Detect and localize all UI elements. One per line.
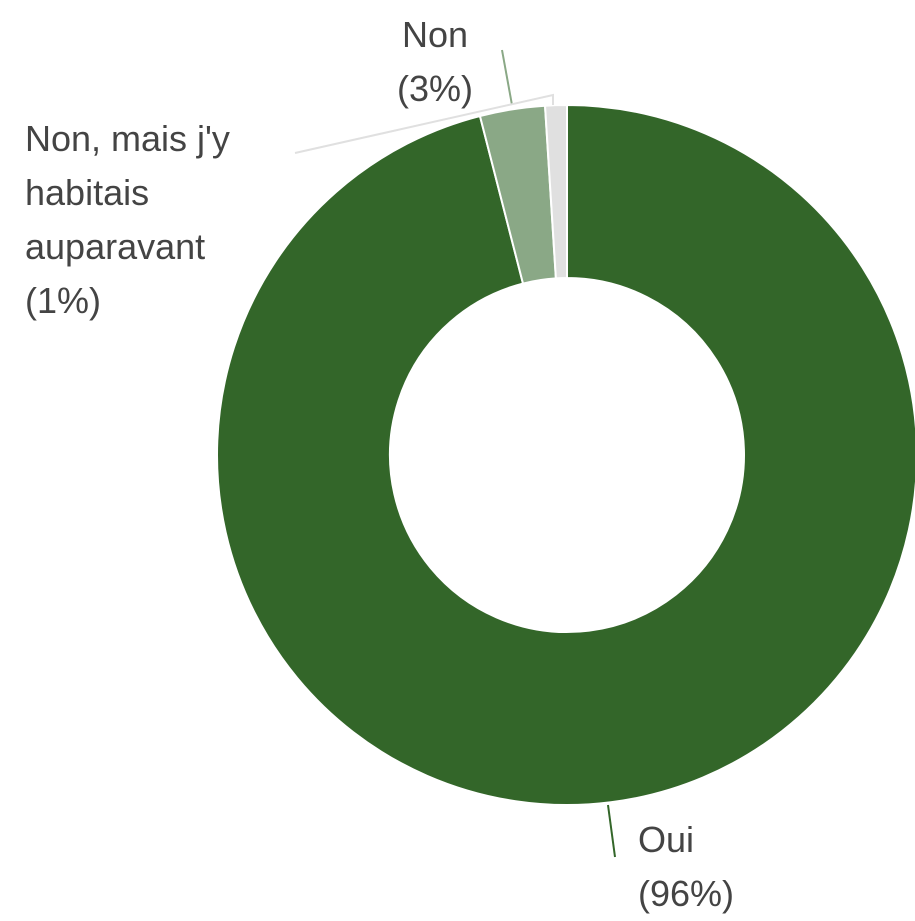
slice-value-label: (1%) <box>25 280 102 321</box>
slice-category-label: Oui <box>638 819 695 860</box>
slice-label: Oui (96%) <box>638 813 838 921</box>
donut-slice <box>216 103 915 806</box>
slice-label: Non, mais j'y habitais auparavant (1%) <box>25 112 300 328</box>
donut-slice <box>543 103 568 280</box>
slice-value-label: (96%) <box>638 873 735 914</box>
slice-value-label: (3%) <box>396 68 473 109</box>
slice-category-label: Non <box>401 14 469 55</box>
leader-line <box>501 49 513 106</box>
leader-line <box>294 93 554 154</box>
slice-label: Non (3%) <box>375 8 495 116</box>
slice-category-label: Non, mais j'y habitais auparavant <box>25 118 230 267</box>
leader-line <box>607 804 616 858</box>
